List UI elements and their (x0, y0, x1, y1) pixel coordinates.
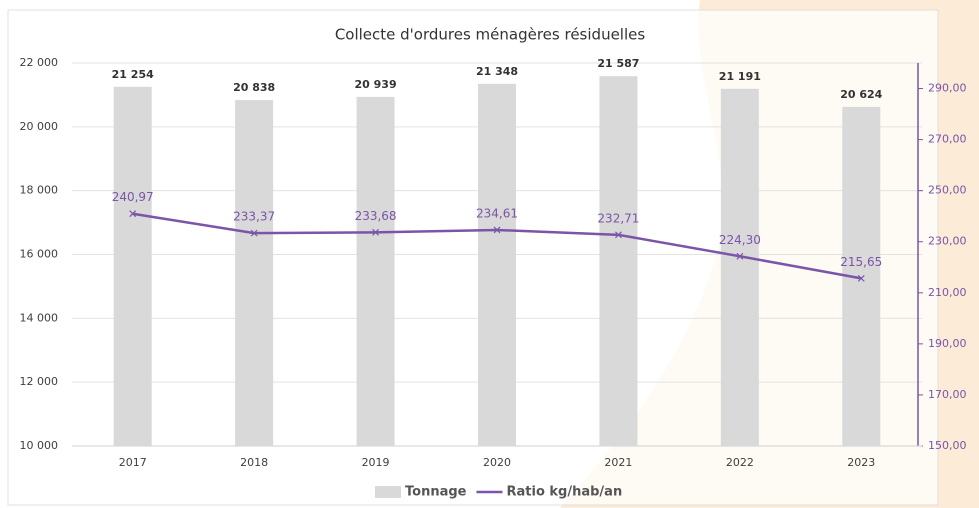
bar (235, 100, 274, 447)
x-tick-label: 2021 (604, 456, 632, 469)
y-tick-label: 12 000 (20, 375, 59, 388)
y2-tick-label: 270,00 (928, 133, 967, 146)
bar-label: 21 348 (476, 65, 518, 78)
x-tick-label: 2022 (726, 456, 754, 469)
line-marker (493, 226, 501, 234)
x-tick-label: 2018 (240, 456, 268, 469)
line-label: 233,37 (233, 210, 275, 224)
x-tick-label: 2017 (119, 456, 147, 469)
bar-label: 20 624 (840, 88, 882, 101)
line-marker (129, 210, 137, 218)
y-tick-label: 10 000 (20, 439, 59, 452)
line-label: 232,71 (597, 211, 639, 225)
legend-label: Tonnage (405, 485, 467, 500)
chart-title: Collecte d'ordures ménagères résiduelles (335, 26, 646, 44)
line-marker (250, 229, 258, 237)
y2-tick-label: 170,00 (928, 388, 967, 401)
bar-label: 20 838 (233, 81, 275, 94)
bar-label: 21 191 (719, 70, 761, 83)
y2-tick-label: 290,00 (928, 82, 967, 95)
y-tick-label: 22 000 (20, 56, 59, 69)
y-tick-label: 16 000 (20, 248, 59, 261)
bar (720, 88, 759, 446)
line-label: 224,30 (719, 233, 761, 247)
x-tick-label: 2023 (847, 456, 875, 469)
y2-tick-label: 230,00 (928, 235, 967, 248)
bar (113, 86, 152, 447)
line-label: 240,97 (112, 190, 154, 204)
y-tick-label: 14 000 (20, 311, 59, 324)
x-tick-label: 2019 (362, 456, 390, 469)
bar (478, 83, 516, 447)
chart-area (7, 9, 939, 506)
y2-tick-label: 150,00 (928, 439, 967, 452)
bar (599, 76, 638, 446)
y2-tick-label: 250,00 (928, 184, 967, 197)
legend-label: Ratio kg/hab/an (506, 485, 622, 500)
line-marker (857, 274, 865, 282)
line-marker (372, 228, 379, 236)
line-label: 234,61 (476, 206, 518, 220)
legend-swatch (375, 486, 401, 498)
bar-label: 21 254 (112, 68, 154, 81)
line-label: 215,65 (840, 255, 882, 269)
bar (356, 96, 395, 446)
bar-label: 21 587 (597, 57, 639, 70)
y-tick-label: 18 000 (20, 184, 59, 197)
y2-tick-label: 210,00 (928, 286, 967, 299)
line-marker (615, 231, 622, 239)
line-marker (736, 252, 744, 260)
bar-label: 20 939 (355, 78, 397, 91)
line-label: 233,68 (355, 209, 397, 223)
y2-tick-label: 190,00 (928, 337, 967, 350)
x-tick-label: 2020 (483, 456, 511, 469)
y-tick-label: 20 000 (20, 120, 59, 133)
